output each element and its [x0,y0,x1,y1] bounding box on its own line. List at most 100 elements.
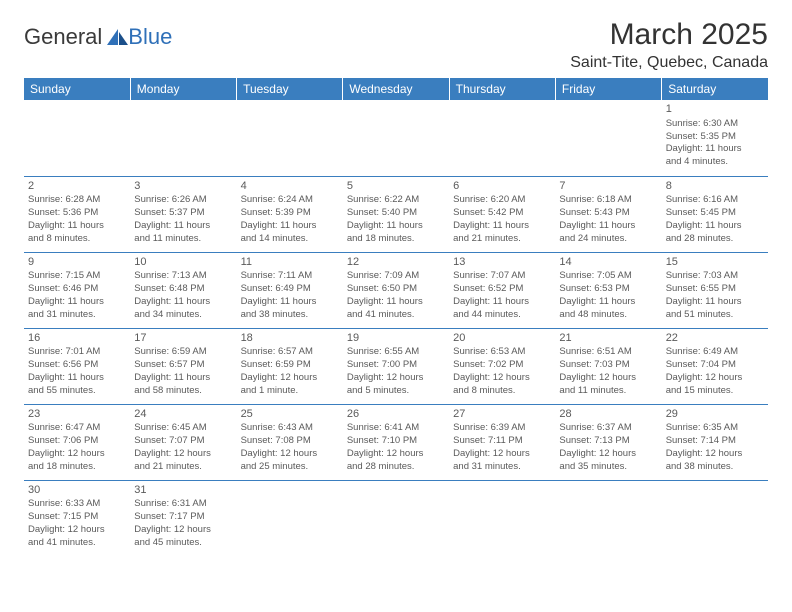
sunset-text: Sunset: 6:55 PM [666,283,764,296]
daylight-text: Daylight: 11 hours [559,296,657,309]
sunset-text: Sunset: 6:53 PM [559,283,657,296]
brand-blue: Blue [128,24,172,50]
calendar-day-cell: 14Sunrise: 7:05 AMSunset: 6:53 PMDayligh… [555,252,661,328]
daylight-text: Daylight: 12 hours [134,448,232,461]
sunrise-text: Sunrise: 6:55 AM [347,346,445,359]
day-number: 25 [241,407,339,422]
daylight-text: Daylight: 11 hours [28,296,126,309]
sunrise-text: Sunrise: 6:22 AM [347,194,445,207]
calendar-week-row: 23Sunrise: 6:47 AMSunset: 7:06 PMDayligh… [24,404,768,480]
sunrise-text: Sunrise: 7:09 AM [347,270,445,283]
daylight-text: Daylight: 11 hours [28,372,126,385]
calendar-day-cell: 15Sunrise: 7:03 AMSunset: 6:55 PMDayligh… [662,252,768,328]
sail-icon [104,27,130,47]
day-number: 30 [28,483,126,498]
calendar-day-cell: 5Sunrise: 6:22 AMSunset: 5:40 PMDaylight… [343,176,449,252]
daylight-text: Daylight: 11 hours [241,220,339,233]
calendar-day-cell: 9Sunrise: 7:15 AMSunset: 6:46 PMDaylight… [24,252,130,328]
day-number: 13 [453,255,551,270]
daylight-text: and 51 minutes. [666,309,764,322]
sunset-text: Sunset: 7:10 PM [347,435,445,448]
weekday-header: Monday [130,78,236,100]
daylight-text: Daylight: 11 hours [134,220,232,233]
sunrise-text: Sunrise: 6:39 AM [453,422,551,435]
sunrise-text: Sunrise: 7:11 AM [241,270,339,283]
calendar-day-cell: 6Sunrise: 6:20 AMSunset: 5:42 PMDaylight… [449,176,555,252]
sunset-text: Sunset: 5:45 PM [666,207,764,220]
sunrise-text: Sunrise: 6:41 AM [347,422,445,435]
sunrise-text: Sunrise: 6:57 AM [241,346,339,359]
day-number: 17 [134,331,232,346]
calendar-week-row: 16Sunrise: 7:01 AMSunset: 6:56 PMDayligh… [24,328,768,404]
calendar-week-row: 1Sunrise: 6:30 AMSunset: 5:35 PMDaylight… [24,100,768,176]
calendar-day-cell: 27Sunrise: 6:39 AMSunset: 7:11 PMDayligh… [449,404,555,480]
daylight-text: Daylight: 11 hours [453,296,551,309]
daylight-text: and 11 minutes. [559,385,657,398]
day-number: 3 [134,179,232,194]
daylight-text: and 21 minutes. [453,233,551,246]
calendar-day-cell: 17Sunrise: 6:59 AMSunset: 6:57 PMDayligh… [130,328,236,404]
day-number: 20 [453,331,551,346]
daylight-text: and 38 minutes. [241,309,339,322]
calendar-day-cell: 18Sunrise: 6:57 AMSunset: 6:59 PMDayligh… [237,328,343,404]
daylight-text: and 14 minutes. [241,233,339,246]
sunset-text: Sunset: 7:00 PM [347,359,445,372]
daylight-text: Daylight: 11 hours [134,296,232,309]
daylight-text: and 28 minutes. [347,461,445,474]
daylight-text: and 58 minutes. [134,385,232,398]
sunset-text: Sunset: 7:06 PM [28,435,126,448]
calendar-body: 1Sunrise: 6:30 AMSunset: 5:35 PMDaylight… [24,100,768,556]
daylight-text: Daylight: 12 hours [559,448,657,461]
sunrise-text: Sunrise: 6:28 AM [28,194,126,207]
daylight-text: Daylight: 11 hours [134,372,232,385]
weekday-header: Saturday [662,78,768,100]
day-number: 2 [28,179,126,194]
calendar-day-cell: 12Sunrise: 7:09 AMSunset: 6:50 PMDayligh… [343,252,449,328]
calendar-day-cell: 22Sunrise: 6:49 AMSunset: 7:04 PMDayligh… [662,328,768,404]
calendar-day-cell: 24Sunrise: 6:45 AMSunset: 7:07 PMDayligh… [130,404,236,480]
sunrise-text: Sunrise: 7:03 AM [666,270,764,283]
calendar-day-cell: 3Sunrise: 6:26 AMSunset: 5:37 PMDaylight… [130,176,236,252]
sunrise-text: Sunrise: 7:07 AM [453,270,551,283]
sunset-text: Sunset: 7:02 PM [453,359,551,372]
daylight-text: Daylight: 12 hours [347,372,445,385]
sunrise-text: Sunrise: 7:01 AM [28,346,126,359]
daylight-text: Daylight: 11 hours [666,143,764,156]
weekday-header: Tuesday [237,78,343,100]
daylight-text: and 5 minutes. [347,385,445,398]
day-number: 15 [666,255,764,270]
sunset-text: Sunset: 5:36 PM [28,207,126,220]
location: Saint-Tite, Quebec, Canada [570,54,768,72]
daylight-text: Daylight: 11 hours [347,296,445,309]
calendar-empty-cell [343,100,449,176]
day-number: 29 [666,407,764,422]
daylight-text: Daylight: 12 hours [347,448,445,461]
sunrise-text: Sunrise: 6:53 AM [453,346,551,359]
sunrise-text: Sunrise: 7:13 AM [134,270,232,283]
sunset-text: Sunset: 6:50 PM [347,283,445,296]
calendar-day-cell: 7Sunrise: 6:18 AMSunset: 5:43 PMDaylight… [555,176,661,252]
sunrise-text: Sunrise: 6:45 AM [134,422,232,435]
sunrise-text: Sunrise: 6:59 AM [134,346,232,359]
day-number: 23 [28,407,126,422]
sunset-text: Sunset: 6:46 PM [28,283,126,296]
calendar-day-cell: 29Sunrise: 6:35 AMSunset: 7:14 PMDayligh… [662,404,768,480]
weekday-header: Friday [555,78,661,100]
daylight-text: and 44 minutes. [453,309,551,322]
sunrise-text: Sunrise: 7:15 AM [28,270,126,283]
calendar-week-row: 9Sunrise: 7:15 AMSunset: 6:46 PMDaylight… [24,252,768,328]
daylight-text: and 21 minutes. [134,461,232,474]
sunset-text: Sunset: 6:57 PM [134,359,232,372]
title-block: March 2025 Saint-Tite, Quebec, Canada [570,18,768,72]
calendar-day-cell: 28Sunrise: 6:37 AMSunset: 7:13 PMDayligh… [555,404,661,480]
sunrise-text: Sunrise: 7:05 AM [559,270,657,283]
day-number: 5 [347,179,445,194]
sunset-text: Sunset: 7:17 PM [134,511,232,524]
page-header: General Blue March 2025 Saint-Tite, Queb… [24,18,768,72]
daylight-text: Daylight: 11 hours [241,296,339,309]
sunrise-text: Sunrise: 6:24 AM [241,194,339,207]
sunset-text: Sunset: 6:48 PM [134,283,232,296]
calendar-day-cell: 19Sunrise: 6:55 AMSunset: 7:00 PMDayligh… [343,328,449,404]
daylight-text: and 34 minutes. [134,309,232,322]
day-number: 12 [347,255,445,270]
